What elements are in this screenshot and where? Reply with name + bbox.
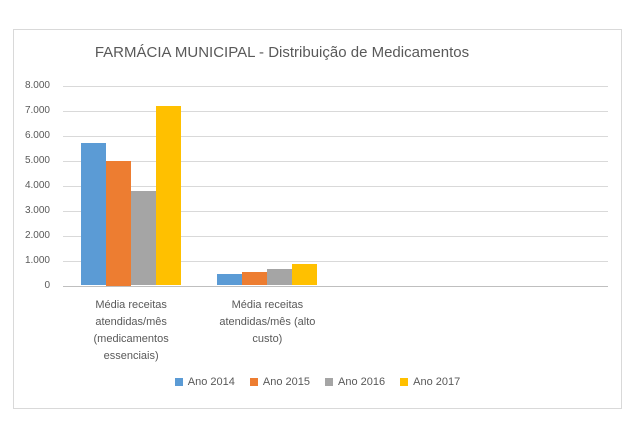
bar-ano-2016 [131, 190, 157, 286]
x-axis-line [63, 285, 608, 287]
y-gridline [63, 110, 608, 112]
legend-item-ano-2016: Ano 2016 [325, 376, 385, 388]
y-gridline [63, 135, 608, 137]
chart-legend: Ano 2014 Ano 2015 Ano 2016 Ano 2017 [14, 376, 621, 388]
y-axis-tick-label: 3.000 [24, 204, 50, 216]
y-axis-tick-label: 7.000 [24, 104, 50, 116]
bar-ano-2017 [156, 105, 182, 286]
bar-ano-2014 [217, 274, 243, 286]
legend-item-ano-2017: Ano 2017 [400, 376, 460, 388]
legend-label: Ano 2014 [187, 376, 235, 388]
category-label: Média receitas atendidas/mês (medicament… [93, 298, 169, 362]
bar-ano-2016 [267, 269, 293, 286]
y-axis-tick-label: 2.000 [24, 229, 50, 241]
legend-swatch-icon [325, 378, 333, 386]
bar-ano-2015 [242, 271, 268, 286]
y-axis-tick-label: 6.000 [24, 129, 50, 141]
y-gridline [63, 260, 608, 262]
y-axis-tick-label: 8.000 [24, 80, 50, 91]
y-axis-tick-label: 4.000 [24, 179, 50, 191]
y-gridline [63, 235, 608, 237]
y-axis-tick-label: 5.000 [24, 154, 50, 166]
legend-item-ano-2015: Ano 2015 [249, 376, 310, 388]
bar-ano-2015 [106, 160, 132, 286]
legend-swatch-icon [249, 378, 258, 386]
y-gridline [63, 210, 608, 212]
chart-frame: FARMÁCIA MUNICIPAL - Distribuição de Med… [13, 29, 622, 409]
bar-ano-2014 [81, 143, 107, 286]
y-axis-tick-label: 1.000 [24, 254, 50, 266]
category-label: Média receitas atendidas/mês (alto custo… [219, 298, 316, 345]
legend-swatch-icon [400, 378, 409, 386]
legend-label: Ano 2016 [338, 376, 386, 388]
legend-label: Ano 2015 [262, 376, 310, 388]
y-axis-tick-label: 0 [44, 279, 50, 291]
y-gridline [63, 86, 608, 87]
legend-swatch-icon [174, 378, 183, 386]
chart-title: FARMÁCIA MUNICIPAL - Distribuição de Med… [94, 44, 470, 61]
y-gridline [63, 185, 608, 187]
legend-label: Ano 2017 [413, 376, 461, 388]
legend-item-ano-2014: Ano 2014 [174, 376, 235, 388]
bar-ano-2017 [292, 264, 318, 286]
y-gridline [63, 160, 608, 162]
